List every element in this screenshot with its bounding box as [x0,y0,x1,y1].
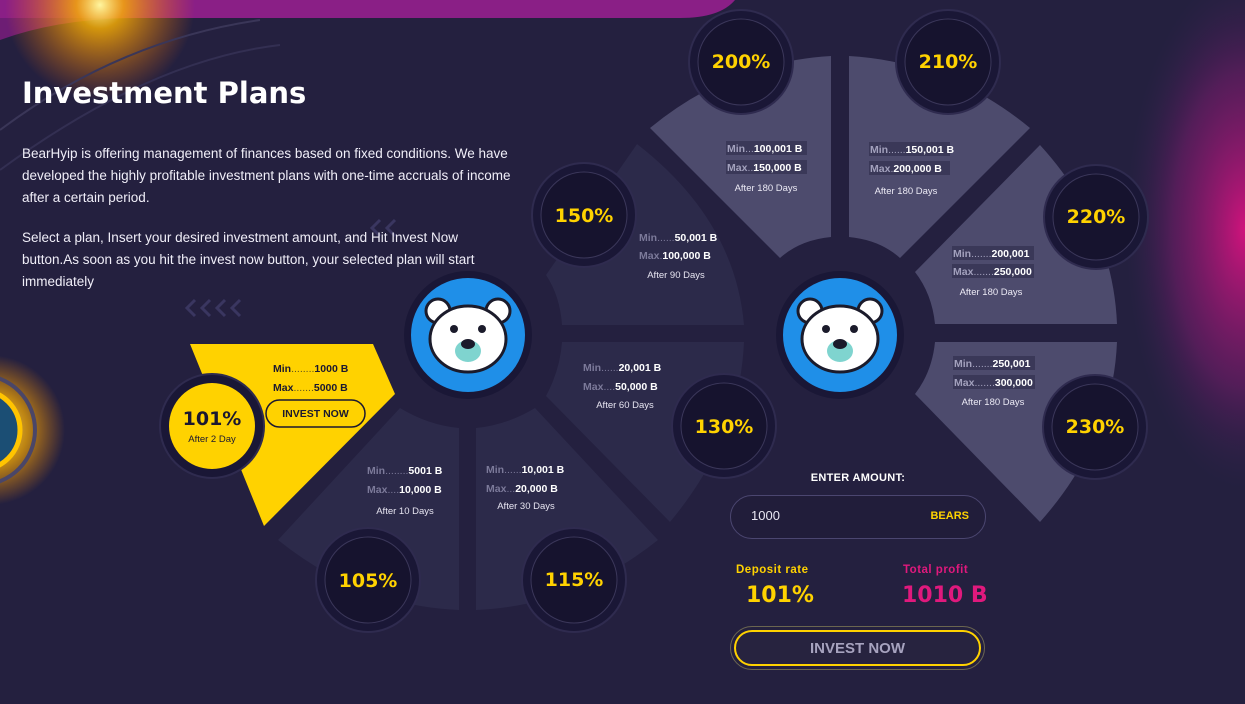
plan-percent: 115% [545,569,604,591]
svg-text:Max.......250,000: Max.......250,000 [953,266,1032,278]
plan-invest-button[interactable]: INVEST NOW [265,399,366,428]
plan-details-150: Min......50,001 B Max.100,000 B After 90… [639,232,718,281]
svg-text:After 180 Days: After 180 Days [735,183,798,194]
plan-badge-220[interactable]: 220% [1043,164,1149,270]
svg-text:INVEST NOW: INVEST NOW [282,408,349,420]
plan-details-130: Min......20,001 B Max....50,000 B After … [583,362,662,411]
amount-unit: BEARS [930,510,969,522]
plan-segment-210[interactable] [849,56,1030,258]
plan-badge-130[interactable]: 130% [671,373,777,479]
svg-text:Max....50,000 B: Max....50,000 B [583,381,658,393]
total-profit-value: 1010 B [902,583,988,608]
plan-percent: 200% [712,51,771,73]
plan-percent: 105% [339,570,398,592]
amount-input[interactable] [749,507,913,524]
svg-text:After 30 Days: After 30 Days [497,501,555,512]
svg-text:Min......20,001 B: Min......20,001 B [583,362,662,374]
polar-bear-icon [796,297,884,374]
svg-text:After 180 Days: After 180 Days [962,397,1025,408]
intro-paragraph: BearHyip is offering management of finan… [22,146,511,205]
plan-percent: 220% [1067,206,1126,228]
svg-text:Max...20,000 B: Max...20,000 B [486,483,558,495]
svg-text:After 60 Days: After 60 Days [596,400,654,411]
plan-badge-150[interactable]: 150% [531,162,637,268]
plan-details-210: Min......150,001 B Max.200,000 B After 1… [869,142,954,197]
polar-bear-icon [424,297,512,374]
amount-field[interactable]: BEARS [730,495,986,539]
svg-text:Min.......250,001: Min.......250,001 [954,358,1031,370]
plan-percent: 101% [183,408,242,430]
svg-text:Min......10,001 B: Min......10,001 B [486,464,565,476]
deposit-rate-value: 101% [746,583,814,608]
plan-details-115: Min......10,001 B Max...20,000 B After 3… [486,464,565,512]
plan-details-220: Min.......200,001 Max.......250,000 Afte… [952,246,1034,298]
svg-text:After 180 Days: After 180 Days [875,186,938,197]
svg-text:Max.......5000 B: Max.......5000 B [273,382,348,394]
plan-details-230: Min.......250,001 Max.......300,000 Afte… [953,356,1035,408]
svg-text:After 180 Days: After 180 Days [960,287,1023,298]
total-profit-label: Total profit [903,564,969,576]
plan-percent: 210% [919,51,978,73]
svg-text:Min......50,001 B: Min......50,001 B [639,232,718,244]
instructions-paragraph: Select a plan, Insert your desired inves… [22,230,475,289]
plan-segment-200[interactable] [650,56,831,258]
plan-details-101: Min........1000 B Max.......5000 B [273,363,349,394]
left-wheel [190,144,744,610]
svg-text:Max.......300,000: Max.......300,000 [954,377,1033,389]
plan-segment-150[interactable] [546,144,744,325]
plan-percent: 230% [1066,416,1125,438]
svg-text:After 10 Days: After 10 Days [376,506,434,517]
deposit-rate-label: Deposit rate [736,564,809,576]
plan-percent: 150% [555,205,614,227]
svg-text:Max..150,000 B: Max..150,000 B [727,162,802,174]
svg-text:Min...100,001 B: Min...100,001 B [727,143,803,155]
plan-badge-210[interactable]: 210% [895,9,1001,115]
page-title: Investment Plans [22,76,307,110]
plan-badge-115[interactable]: 115% [521,527,627,633]
svg-text:Min.......200,001: Min.......200,001 [953,248,1030,260]
svg-text:Min........1000 B: Min........1000 B [273,363,349,375]
plan-details-105: Min........5001 B Max....10,000 B After … [367,465,443,517]
plan-badge-105[interactable]: 105% [315,527,421,633]
invest-now-button[interactable]: INVEST NOW [734,630,981,666]
invest-button-frame [730,626,985,670]
enter-amount-label: ENTER AMOUNT: [810,472,906,484]
plan-percent: 130% [695,416,754,438]
svg-text:Max.100,000 B: Max.100,000 B [639,250,711,262]
plan-period: After 2 Day [188,434,236,445]
plan-badge-101[interactable]: 101% After 2 Day [159,373,265,479]
svg-text:After 90 Days: After 90 Days [647,270,705,281]
svg-text:Max....10,000 B: Max....10,000 B [367,484,442,496]
plan-badge-230[interactable]: 230% [1042,374,1148,480]
plan-details-200: Min...100,001 B Max..150,000 B After 180… [726,141,807,194]
svg-text:Min......150,001 B: Min......150,001 B [870,144,954,156]
svg-text:Min........5001 B: Min........5001 B [367,465,443,477]
svg-text:Max.200,000 B: Max.200,000 B [870,163,942,175]
plan-badge-200[interactable]: 200% [688,9,794,115]
